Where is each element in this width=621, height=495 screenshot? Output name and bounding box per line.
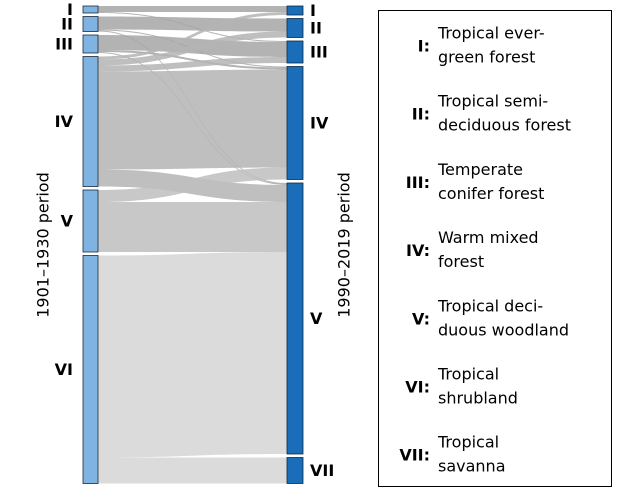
legend-text: Tropical bbox=[437, 433, 499, 452]
legend-text: Tropical ever- bbox=[437, 24, 545, 43]
left-node-label: III bbox=[55, 35, 73, 54]
legend-text: forest bbox=[438, 252, 484, 271]
right-node bbox=[286, 5, 304, 16]
legend-text: deciduous forest bbox=[438, 116, 571, 135]
right-node-label: II bbox=[310, 19, 322, 38]
right-axis-label: 1990–2019 period bbox=[335, 172, 354, 318]
legend-text: Tropical bbox=[437, 365, 499, 384]
right-node-label: III bbox=[310, 43, 328, 62]
right-node bbox=[286, 182, 304, 455]
flow bbox=[98, 6, 287, 12]
left-node-label: V bbox=[61, 212, 74, 231]
legend-text: Warm mixed bbox=[438, 228, 539, 247]
flow bbox=[98, 69, 287, 170]
right-node bbox=[286, 40, 304, 64]
left-node-label: I bbox=[67, 0, 73, 19]
left-axis-label: 1901–1930 period bbox=[34, 172, 53, 318]
legend-text: Tropical semi- bbox=[437, 92, 548, 111]
right-node-label: I bbox=[310, 1, 316, 20]
legend-key: V: bbox=[412, 309, 430, 328]
legend-text: shrubland bbox=[438, 389, 518, 408]
left-node-label: IV bbox=[55, 112, 74, 131]
legend-text: Tropical deci- bbox=[437, 296, 543, 315]
legend-text: Temperate bbox=[437, 160, 523, 179]
left-node-label: II bbox=[61, 15, 73, 34]
legend-text: duous woodland bbox=[438, 320, 569, 339]
legend-text: conifer forest bbox=[438, 184, 544, 203]
legend-key: III: bbox=[406, 173, 430, 192]
left-node bbox=[82, 56, 99, 187]
right-node bbox=[286, 66, 304, 180]
legend-key: IV: bbox=[406, 241, 430, 260]
right-node bbox=[286, 18, 304, 38]
flow bbox=[98, 16, 287, 32]
left-node bbox=[82, 255, 99, 484]
flow bbox=[98, 50, 287, 70]
legend: I: Tropical ever-green forest II: Tropical … bbox=[399, 24, 571, 476]
flows bbox=[98, 6, 287, 484]
legend-key: VI: bbox=[405, 378, 430, 397]
flow bbox=[98, 202, 287, 252]
right-node-label: IV bbox=[310, 114, 329, 133]
flow bbox=[98, 57, 287, 72]
flow bbox=[98, 457, 287, 484]
left-node bbox=[82, 189, 99, 253]
legend-text: savanna bbox=[438, 457, 506, 476]
legend-key: II: bbox=[412, 105, 430, 124]
left-node bbox=[82, 16, 99, 32]
left-node bbox=[82, 34, 99, 54]
legend-key: I: bbox=[418, 37, 430, 56]
flow bbox=[98, 167, 287, 202]
flow bbox=[98, 31, 287, 66]
flow bbox=[98, 252, 287, 458]
flow bbox=[98, 12, 287, 60]
right-node-label: VII bbox=[310, 461, 334, 480]
right-node bbox=[286, 457, 304, 484]
legend-key: VII: bbox=[399, 446, 430, 465]
legend-box bbox=[378, 10, 612, 487]
legend-text: green forest bbox=[438, 48, 535, 67]
left-node bbox=[82, 5, 99, 14]
right-node-label: V bbox=[310, 309, 323, 328]
left-node-label: VI bbox=[55, 360, 73, 379]
